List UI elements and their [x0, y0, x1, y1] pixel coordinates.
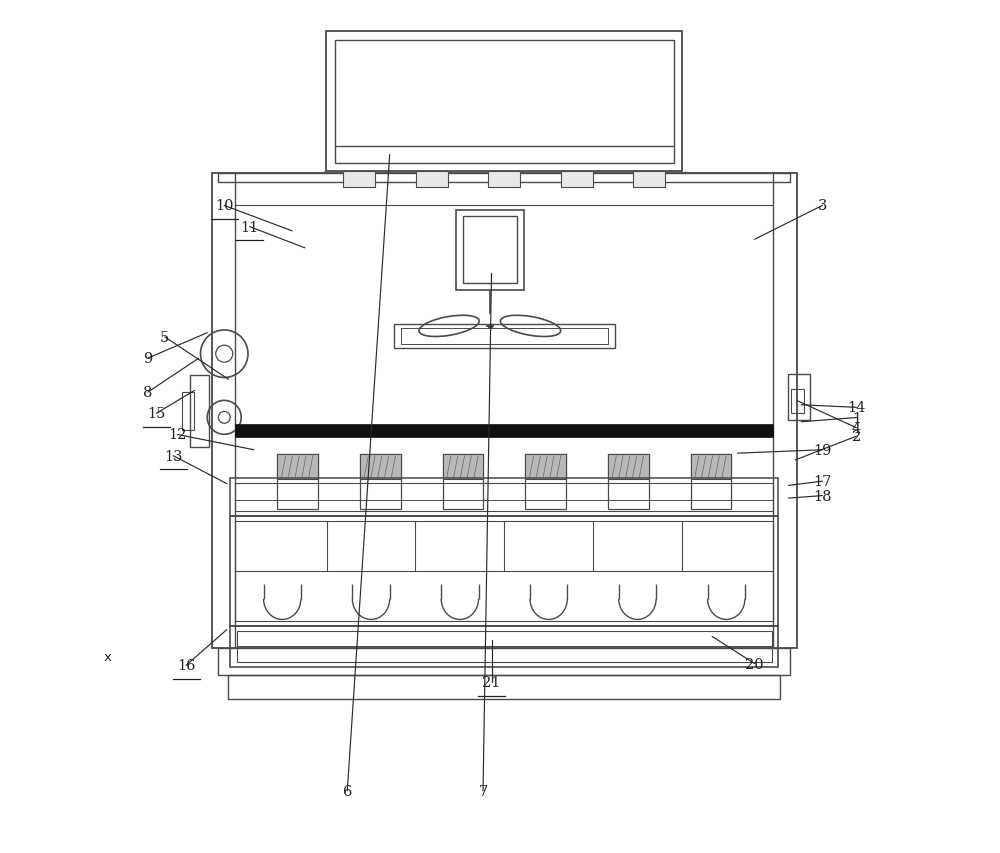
Bar — [335, 41, 674, 164]
Bar — [608, 455, 649, 479]
Bar — [277, 455, 318, 509]
Bar — [235, 483, 773, 511]
Bar — [235, 521, 773, 621]
Bar — [691, 455, 731, 509]
Bar — [218, 648, 790, 676]
Text: 13: 13 — [164, 450, 183, 463]
Text: 5: 5 — [160, 330, 169, 345]
Bar — [608, 455, 649, 509]
Bar — [401, 329, 608, 345]
Bar — [561, 172, 593, 188]
Bar — [443, 455, 483, 479]
Bar — [791, 390, 804, 414]
Text: 10: 10 — [215, 199, 234, 213]
Bar — [237, 631, 772, 662]
Text: 17: 17 — [813, 474, 832, 489]
Bar — [228, 676, 780, 699]
Text: 15: 15 — [147, 407, 166, 421]
Bar — [190, 375, 209, 448]
Text: 14: 14 — [847, 401, 866, 415]
Text: x: x — [104, 651, 112, 664]
Text: 6: 6 — [343, 784, 352, 798]
Bar — [360, 455, 401, 479]
Bar — [212, 174, 797, 648]
Text: 4: 4 — [852, 421, 861, 435]
Text: 21: 21 — [482, 676, 501, 689]
Bar — [488, 172, 520, 188]
Text: 12: 12 — [168, 428, 187, 442]
Bar — [788, 374, 810, 421]
Bar — [182, 392, 194, 431]
Bar — [443, 455, 483, 509]
Text: 8: 8 — [143, 386, 153, 399]
Text: 1: 1 — [852, 411, 861, 425]
Text: 19: 19 — [813, 444, 832, 457]
Bar — [230, 516, 778, 626]
Bar — [218, 174, 790, 183]
Bar — [235, 425, 773, 438]
Text: 3: 3 — [818, 199, 827, 213]
Bar — [343, 172, 375, 188]
Text: 18: 18 — [813, 489, 832, 503]
Text: 20: 20 — [745, 657, 764, 670]
Bar — [633, 172, 665, 188]
Bar — [360, 455, 401, 509]
Bar — [456, 211, 524, 291]
Bar — [416, 172, 448, 188]
Text: 16: 16 — [177, 659, 195, 672]
Text: 9: 9 — [143, 351, 153, 366]
Bar — [230, 626, 778, 667]
Text: 2: 2 — [852, 430, 861, 444]
Bar — [277, 455, 318, 479]
Bar — [525, 455, 566, 479]
Bar — [525, 455, 566, 509]
Bar — [394, 325, 615, 349]
Bar — [463, 218, 517, 284]
Text: 11: 11 — [241, 220, 259, 235]
Bar — [326, 32, 682, 172]
Bar — [691, 455, 731, 479]
Text: 7: 7 — [478, 784, 488, 798]
Bar — [230, 478, 778, 516]
